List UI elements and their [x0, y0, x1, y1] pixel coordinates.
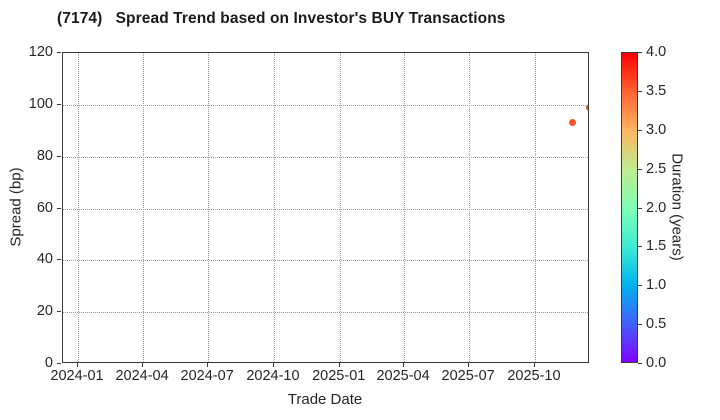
colorbar-tick: [638, 52, 642, 53]
x-axis-label: Trade Date: [287, 391, 363, 408]
x-tick: [468, 363, 470, 367]
y-tick: [57, 363, 61, 364]
x-tick: [533, 363, 535, 367]
colorbar-label: Duration (years): [668, 153, 686, 261]
y-tick-label: 0: [44, 355, 53, 371]
colorbar-tick-label: 1.0: [646, 277, 667, 294]
x-gridline: [78, 53, 80, 362]
colorbar-tick: [638, 363, 642, 364]
colorbar-tick-label: 3.0: [646, 121, 667, 138]
colorbar-tick-label: 2.0: [646, 199, 667, 216]
x-gridline: [339, 53, 341, 362]
y-gridline: [63, 312, 588, 314]
x-gridline: [469, 53, 471, 362]
x-tick-label: 2025-01: [312, 368, 366, 384]
x-tick: [403, 363, 405, 367]
colorbar-tick-label: 3.5: [646, 82, 667, 99]
x-tick-label: 2025-10: [507, 368, 561, 384]
y-tick-label: 80: [36, 147, 53, 164]
x-tick-label: 2024-01: [50, 368, 104, 384]
y-gridline: [63, 260, 588, 262]
y-gridline: [63, 156, 588, 158]
colorbar-tick: [638, 168, 642, 170]
x-tick: [272, 363, 274, 367]
x-tick-label: 2025-04: [376, 368, 430, 384]
x-gridline: [534, 53, 536, 362]
y-tick: [57, 103, 61, 105]
x-gridline: [143, 53, 145, 362]
x-gridline: [208, 53, 210, 362]
y-gridline: [63, 208, 588, 210]
data-point: [569, 119, 577, 127]
colorbar-tick-label: 0.5: [646, 316, 667, 333]
y-tick-label: 100: [28, 95, 53, 112]
colorbar-tick: [638, 207, 642, 209]
colorbar-tick: [638, 324, 642, 326]
x-gridline: [404, 53, 406, 362]
colorbar-tick: [638, 285, 642, 287]
data-point: [585, 103, 588, 111]
y-tick-label: 20: [36, 303, 53, 320]
x-tick-label: 2025-07: [441, 368, 495, 384]
colorbar-tick-label: 0.0: [646, 355, 667, 371]
colorbar-tick-label: 4.0: [646, 44, 667, 60]
x-tick: [77, 363, 79, 367]
colorbar: [621, 52, 638, 363]
y-tick: [57, 207, 61, 209]
chart-title: (7174) Spread Trend based on Investor's …: [57, 10, 506, 27]
y-tick-label: 60: [36, 199, 53, 216]
y-tick: [57, 155, 61, 157]
y-tick: [57, 52, 61, 53]
x-tick: [338, 363, 340, 367]
y-tick-label: 120: [28, 44, 53, 60]
x-tick-label: 2024-04: [115, 368, 169, 384]
x-tick-label: 2024-07: [180, 368, 234, 384]
y-tick-label: 40: [36, 251, 53, 268]
x-tick: [142, 363, 144, 367]
colorbar-tick: [638, 129, 642, 131]
y-tick: [57, 311, 61, 313]
y-tick: [57, 259, 61, 261]
colorbar-tick: [638, 90, 642, 92]
y-gridline: [63, 104, 588, 106]
x-tick-label: 2024-10: [246, 368, 300, 384]
colorbar-tick-label: 1.5: [646, 238, 667, 255]
plot-area: [62, 52, 589, 363]
x-gridline: [273, 53, 275, 362]
colorbar-tick-label: 2.5: [646, 160, 667, 177]
colorbar-tick: [638, 246, 642, 248]
x-tick: [207, 363, 209, 367]
